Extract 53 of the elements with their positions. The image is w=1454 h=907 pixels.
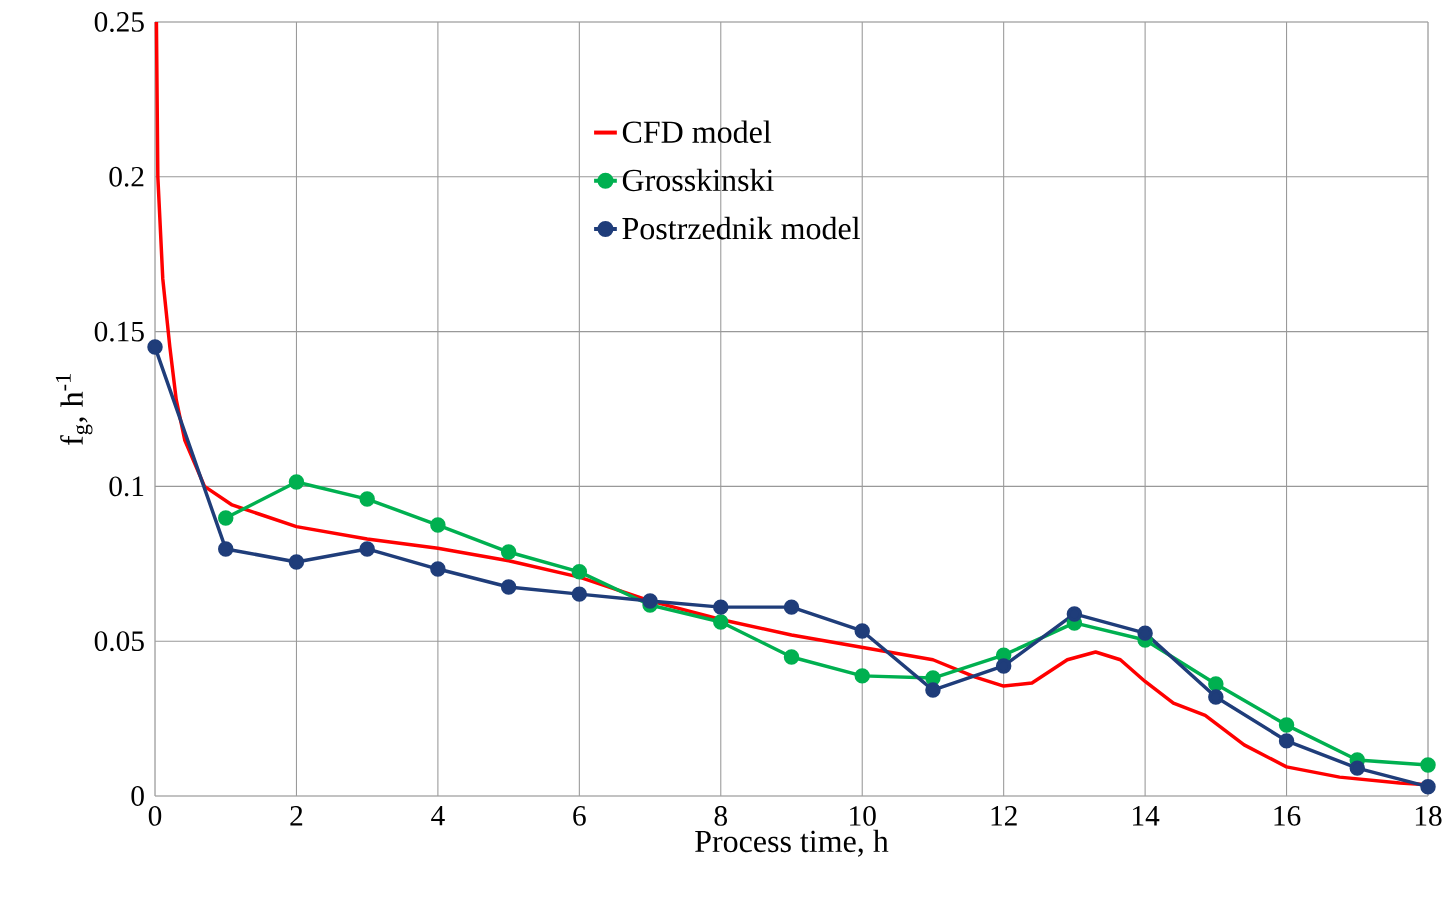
point	[783, 599, 800, 615]
legend-label: CFD model	[622, 120, 772, 143]
point	[217, 510, 234, 526]
x-tick-label: 0	[148, 806, 162, 826]
point	[995, 658, 1012, 674]
point	[500, 579, 517, 595]
x-axis-title: Process time, h	[695, 829, 889, 857]
point	[1349, 760, 1366, 776]
point	[288, 474, 305, 490]
point	[713, 614, 729, 630]
point	[783, 649, 800, 665]
x-tick-label: 12	[991, 806, 1017, 826]
point	[1137, 625, 1153, 641]
y-tick-label: 0.1	[109, 476, 144, 497]
point	[217, 541, 234, 557]
point	[359, 491, 375, 507]
y-tick-label: 0	[131, 786, 144, 806]
x-tick-label: 14	[1133, 806, 1160, 826]
legend-label: Postrzednik model	[622, 216, 860, 240]
legend-label: Grosskinski	[622, 168, 774, 192]
point	[1420, 778, 1436, 795]
point	[571, 564, 588, 580]
y-tick-label: 0.15	[94, 321, 144, 342]
point	[1208, 676, 1224, 692]
point	[1208, 689, 1224, 705]
x-tick-label: 4	[431, 806, 445, 826]
point	[359, 541, 375, 557]
y-axis-title: f$_{g}$, h$^{-1}$	[55, 374, 93, 445]
point	[147, 339, 163, 355]
y-tick-label: 0.05	[94, 631, 144, 652]
point	[430, 561, 446, 577]
point	[1278, 733, 1295, 749]
x-tick-label: 2	[290, 806, 303, 826]
point	[288, 554, 305, 570]
x-tick-label: 10	[850, 806, 876, 826]
point	[1066, 606, 1083, 622]
point	[642, 593, 658, 609]
point	[854, 623, 870, 639]
point	[1278, 717, 1295, 733]
point	[713, 599, 729, 615]
point	[925, 670, 941, 686]
point	[500, 544, 517, 560]
x-tick-label: 16	[1274, 806, 1301, 826]
point	[430, 517, 446, 533]
point	[925, 682, 941, 698]
y-tick-label: 0.25	[94, 12, 144, 32]
point	[854, 668, 870, 684]
x-tick-label: 18	[1415, 806, 1442, 826]
point	[571, 586, 588, 602]
x-tick-label: 8	[714, 806, 727, 826]
x-tick-label: 6	[573, 806, 586, 826]
point	[1420, 757, 1436, 773]
y-tick-label: 0.2	[109, 166, 144, 187]
